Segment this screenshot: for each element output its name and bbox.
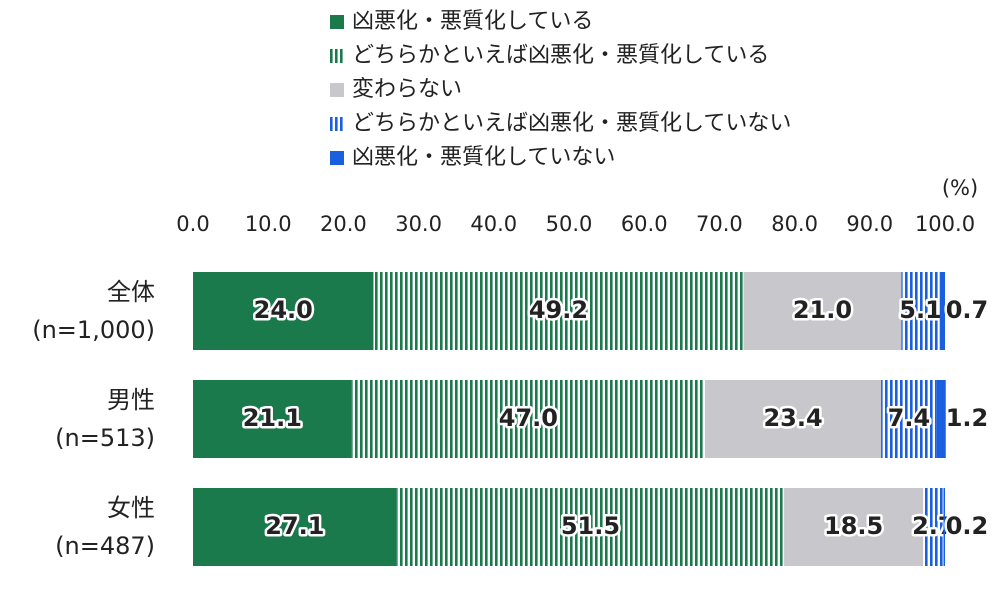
x-tick-label: 20.0	[320, 212, 367, 236]
x-tick-label: 90.0	[846, 212, 893, 236]
x-tick-label: 0.0	[176, 212, 209, 236]
bar-segment	[351, 380, 706, 458]
value-label: 51.5	[561, 512, 620, 540]
value-label: 0.2	[946, 512, 989, 540]
legend-swatch	[330, 117, 344, 131]
value-label: 23.4	[763, 404, 822, 432]
sample-size: (n=1,000)	[32, 316, 155, 344]
category-label: 女性	[107, 494, 155, 522]
legend-label: どちらかといえば凶悪化・悪質化していない	[352, 111, 791, 136]
legend-label: どちらかといえば凶悪化・悪質化している	[352, 43, 769, 68]
value-label: 5.1	[899, 296, 942, 324]
bar-segment	[193, 488, 397, 566]
value-label: 27.1	[265, 512, 324, 540]
x-tick-label: 10.0	[245, 212, 292, 236]
x-tick-label: 40.0	[470, 212, 517, 236]
bar-segment	[743, 272, 902, 350]
value-label: 2.7	[912, 512, 955, 540]
value-label: 21.0	[793, 296, 852, 324]
value-label: 1.2	[946, 404, 989, 432]
bar-segment	[901, 272, 940, 350]
legend-swatch	[330, 83, 344, 97]
bar-segment	[943, 488, 945, 566]
value-label: 0.7	[946, 296, 989, 324]
bar-segment	[923, 488, 944, 566]
legend-label: 変わらない	[352, 77, 462, 102]
bar-segment	[705, 380, 882, 458]
bar-segment	[881, 380, 937, 458]
unit-label: (%)	[942, 176, 978, 200]
legend-swatch	[330, 49, 344, 63]
bar-segment	[193, 380, 352, 458]
sample-size: (n=513)	[55, 424, 155, 452]
value-label: 47.0	[499, 404, 558, 432]
value-label: 24.0	[254, 296, 313, 324]
legend-swatch	[330, 151, 344, 165]
x-tick-label: 50.0	[546, 212, 593, 236]
value-label: 21.1	[243, 404, 302, 432]
x-tick-label: 60.0	[621, 212, 668, 236]
category-label: 全体	[107, 278, 155, 306]
x-tick-label: 100.0	[915, 212, 975, 236]
bar-segment	[936, 380, 946, 458]
legend-swatch	[330, 15, 344, 29]
x-tick-label: 80.0	[771, 212, 818, 236]
bar-segment	[373, 272, 744, 350]
bar-segment	[939, 272, 945, 350]
value-label: 7.4	[888, 404, 931, 432]
x-tick-label: 70.0	[696, 212, 743, 236]
bar-segment	[396, 488, 785, 566]
legend-label: 凶悪化・悪質化していない	[352, 145, 615, 170]
legend-label: 凶悪化・悪質化している	[352, 9, 593, 34]
x-tick-label: 30.0	[395, 212, 442, 236]
value-label: 18.5	[824, 512, 883, 540]
value-label: 49.2	[529, 296, 588, 324]
category-label: 男性	[107, 386, 155, 414]
sample-size: (n=487)	[55, 532, 155, 560]
bar-segment	[193, 272, 374, 350]
bar-segment	[784, 488, 924, 566]
